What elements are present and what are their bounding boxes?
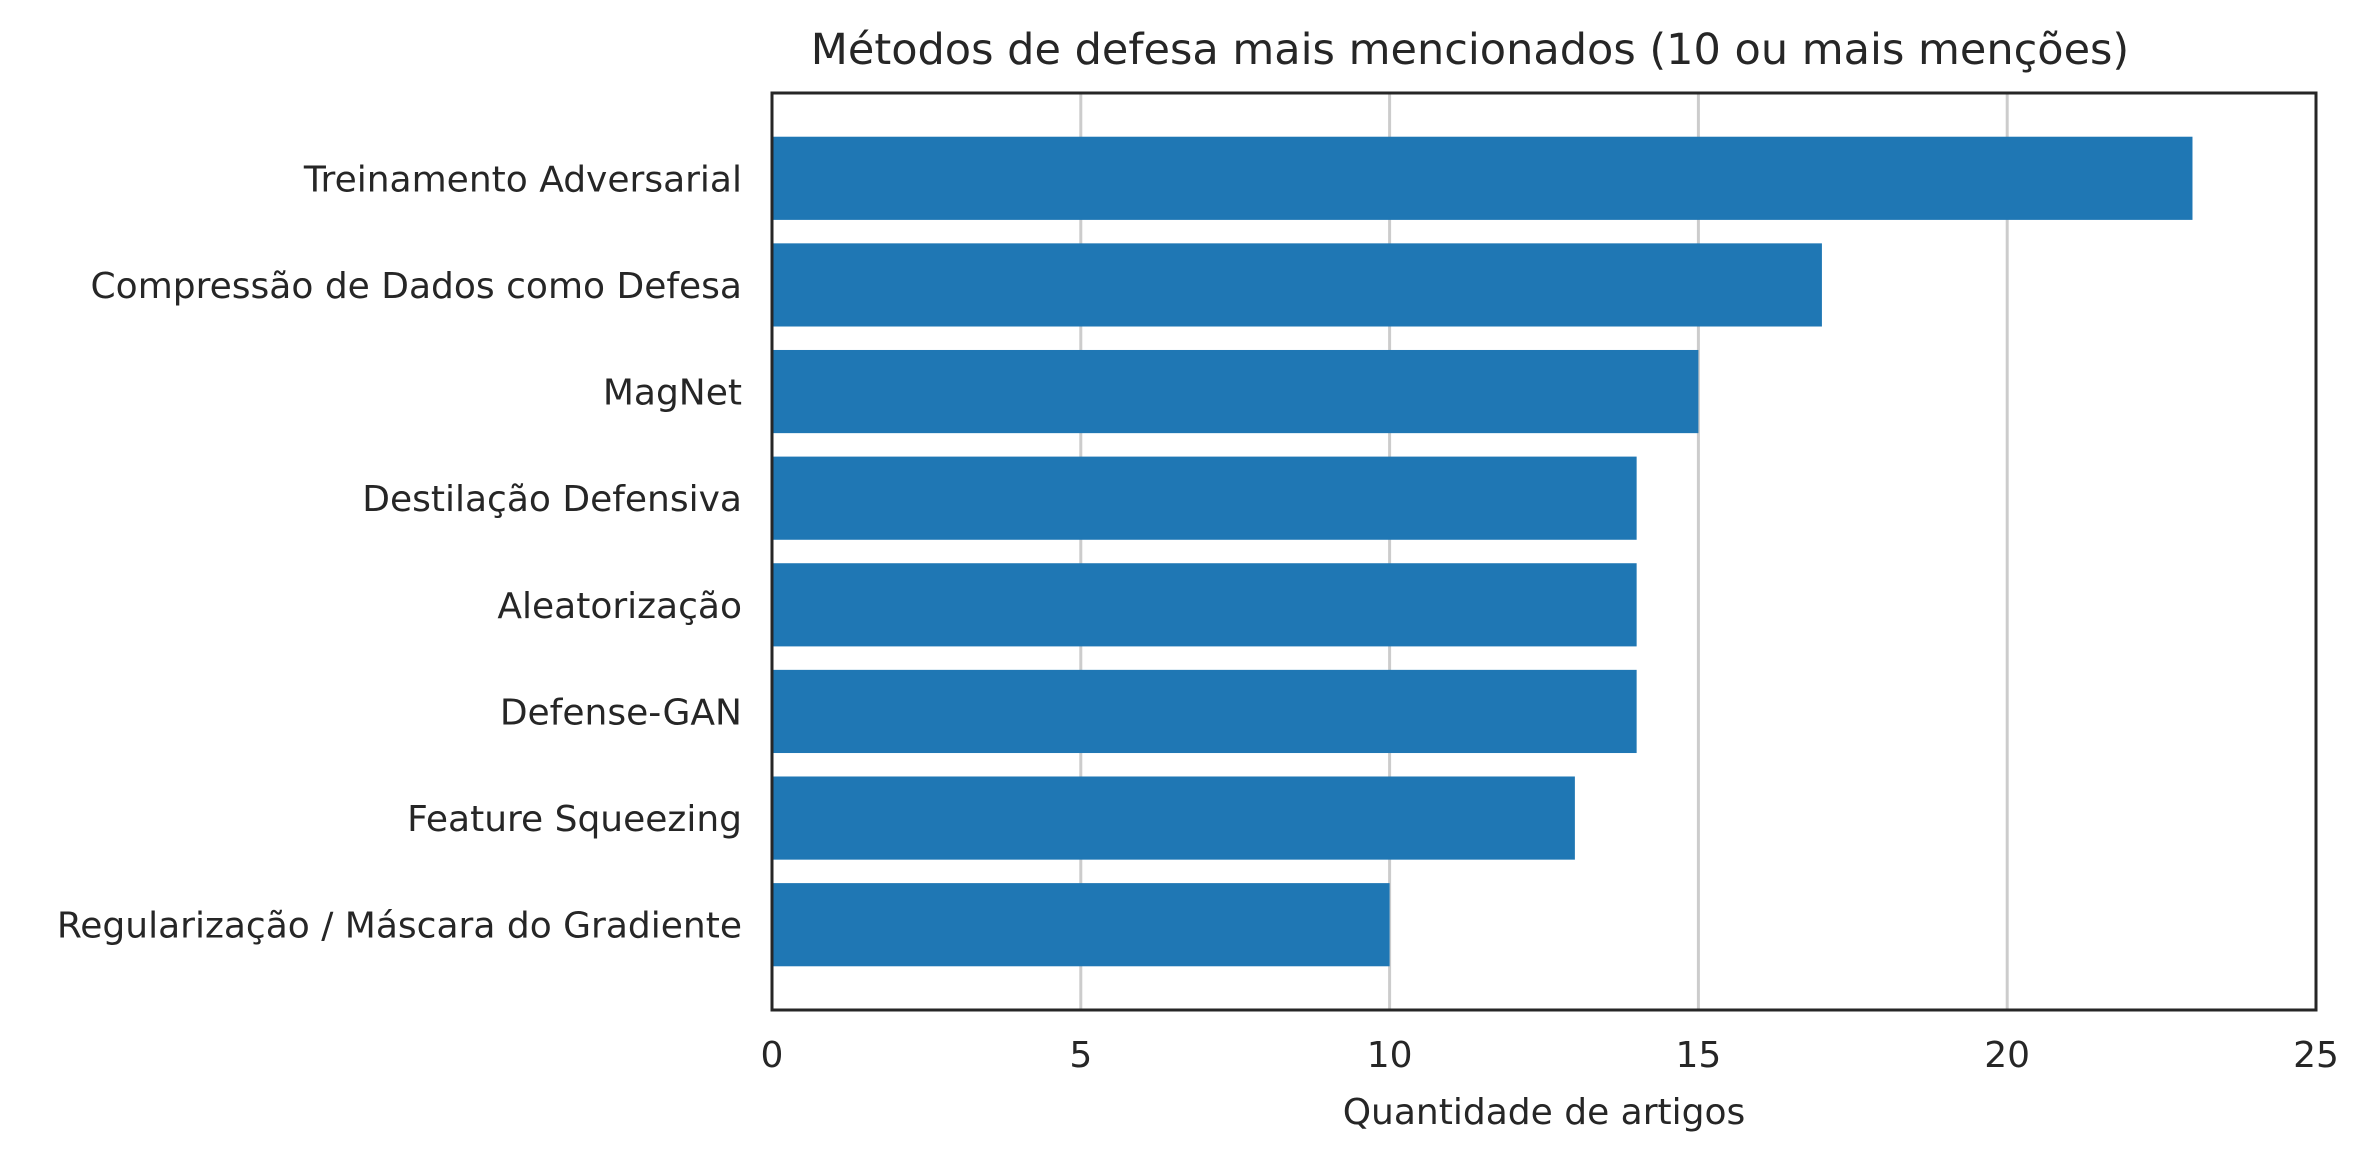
bar (772, 669, 1637, 754)
x-tick-label: 20 (1984, 1035, 2030, 1076)
bar (772, 243, 1822, 327)
chart-title: Métodos de defesa mais mencionados (10 o… (811, 25, 2129, 75)
category-label: Defense-GAN (500, 692, 742, 733)
bar (772, 456, 1637, 540)
category-label: Treinamento Adversarial (303, 159, 742, 200)
category-label: Destilação Defensiva (362, 479, 742, 520)
plot-frame (770, 91, 2318, 1012)
x-axis-label: Quantidade de artigos (1343, 1092, 1746, 1133)
category-label: Regularização / Máscara do Gradiente (57, 906, 742, 947)
x-tick-label: 5 (1069, 1035, 1092, 1076)
bar (772, 349, 1699, 434)
category-label: Feature Squeezing (407, 799, 742, 840)
x-tick-label: 15 (1675, 1035, 1721, 1076)
bar (772, 136, 2193, 220)
x-tick-label: 0 (761, 1035, 784, 1076)
bar (772, 563, 1637, 647)
category-labels: Treinamento Adversarial Compressão de Dad… (57, 159, 742, 946)
bar (772, 776, 1575, 860)
category-label: Aleatorização (497, 586, 742, 627)
bars (772, 136, 2193, 967)
bar (772, 883, 1390, 967)
x-tick-label: 10 (1367, 1035, 1413, 1076)
category-label: Compressão de Dados como Defesa (91, 266, 742, 307)
x-tick-label: 25 (2293, 1035, 2339, 1076)
grid-lines (1079, 93, 2009, 1010)
category-label: MagNet (603, 373, 742, 414)
x-tick-labels: 0 5 10 15 20 25 (761, 1035, 2339, 1076)
